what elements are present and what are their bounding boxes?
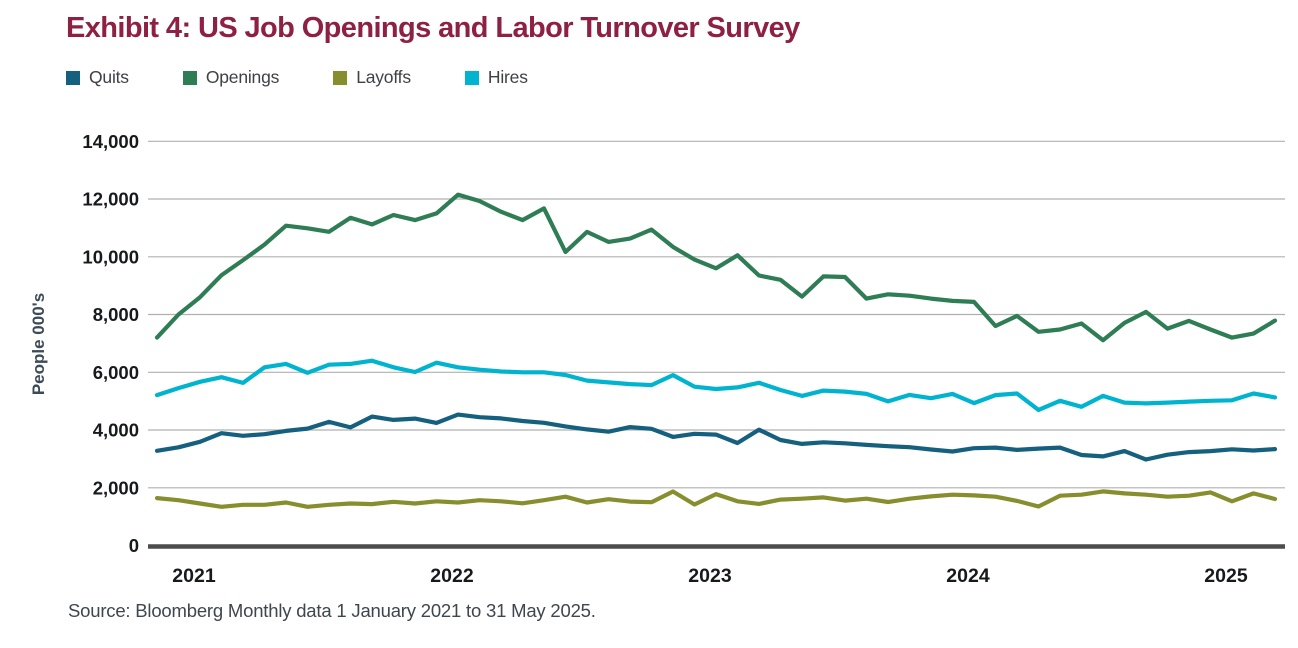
y-axis-labels: 0 2,000 4,000 6,000 8,000 10,000 12,000 14,000: [82, 131, 139, 556]
series-hires-line: [154, 358, 1278, 412]
legend-label-quits: Quits: [89, 67, 129, 87]
hires-swatch-icon: [464, 70, 479, 85]
chart-title: Exhibit 4: US Job Openings and Labor Tur…: [66, 12, 800, 44]
series-openings-line: [154, 192, 1278, 343]
x-tick-label: 2023: [688, 565, 732, 587]
y-axis-title: People 000's: [29, 293, 48, 395]
openings-swatch-icon: [182, 70, 197, 85]
jolts-line-chart: 0 2,000 4,000 6,000 8,000 10,000 12,000 14,000 P…: [29, 131, 1285, 587]
legend-label-hires: Hires: [487, 67, 528, 87]
y-tick-label: 4,000: [93, 420, 139, 441]
quits-swatch-icon: [66, 70, 80, 85]
legend-item-openings: Openings: [182, 67, 280, 88]
legend-item-hires: Hires: [464, 67, 528, 88]
x-tick-label: 2021: [172, 565, 216, 587]
y-tick-label: 14,000: [82, 131, 139, 152]
x-tick-label: 2025: [1204, 565, 1248, 587]
y-tick-label: 10,000: [82, 246, 139, 267]
source-note: Source: Bloomberg Monthly data 1 January…: [68, 600, 596, 621]
x-tick-label: 2022: [430, 565, 474, 587]
legend-label-openings: Openings: [205, 67, 280, 87]
series-layoffs-line: [154, 489, 1278, 509]
chart-legend: Quits Openings Layoffs Hires: [66, 67, 528, 88]
y-tick-label: 12,000: [82, 189, 139, 210]
legend-item-quits: Quits: [66, 67, 129, 88]
legend-label-layoffs: Layoffs: [356, 67, 411, 87]
x-axis-labels: 2021 2022 2023 2024 2025: [172, 565, 1248, 587]
legend-item-layoffs: Layoffs: [333, 67, 411, 88]
layoffs-swatch-icon: [333, 70, 348, 85]
x-tick-label: 2024: [946, 565, 990, 587]
y-tick-label: 0: [129, 535, 139, 556]
y-gridlines: [148, 140, 1285, 489]
y-tick-label: 2,000: [93, 477, 139, 498]
y-tick-label: 8,000: [93, 304, 139, 325]
series-quits-line: [154, 412, 1278, 462]
y-tick-label: 6,000: [93, 362, 139, 383]
